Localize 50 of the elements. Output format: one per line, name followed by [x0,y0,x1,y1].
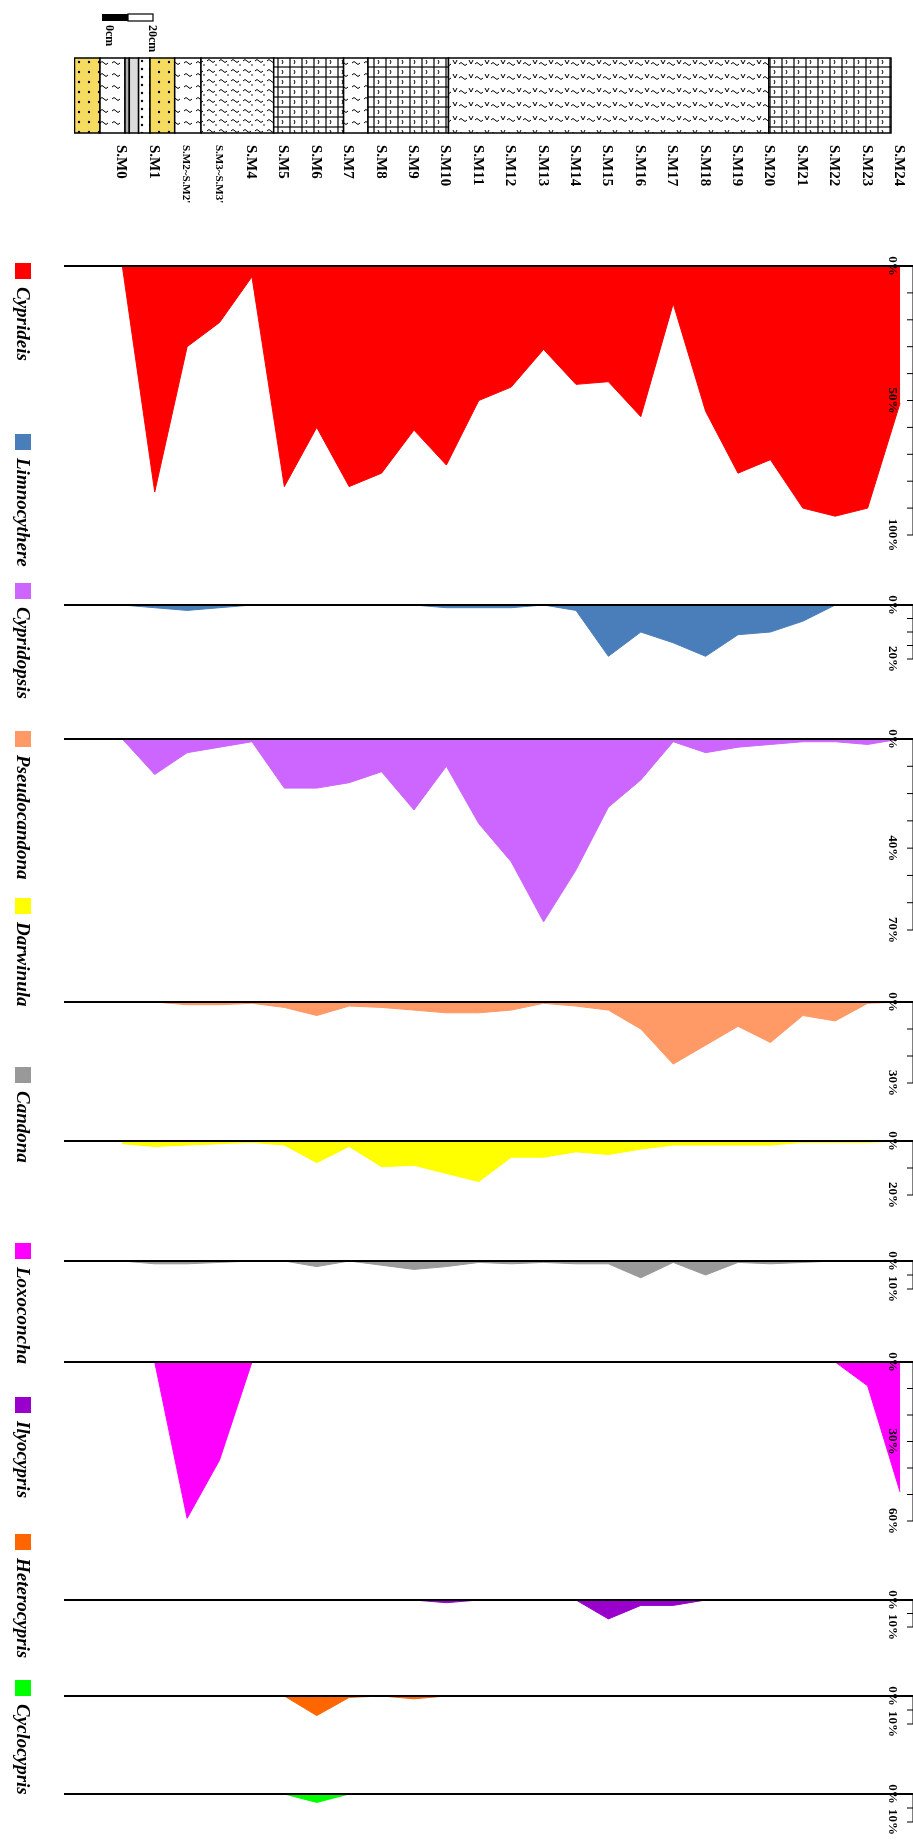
y-tick-label: 60% [885,1508,901,1534]
legend-label: Darwinula [12,922,34,1007]
legend-label: Loxoconcha [12,1267,34,1365]
x-tick-label: S.M16 [632,145,649,187]
x-tick-label: S.M7 [341,145,358,180]
text: 0cm [102,25,117,47]
x-tick-label: S.M8 [373,145,390,179]
y-tick-label: 10% [885,1809,901,1835]
y-tick-label: 10% [885,1614,901,1640]
x-tick-label: S.M20 [762,145,779,187]
x-tick-label: S.M6 [308,145,325,180]
x-tick-label: S.M4 [243,145,260,180]
y-tick-label: 10% [885,1711,901,1737]
x-tick-label: S.M23 [859,145,876,187]
x-tick-label: S.M19 [730,145,747,187]
y-tick-label: 70% [885,917,901,943]
legend-label: Cypridopsis [12,607,34,699]
x-tick-label: S.M13 [535,145,552,187]
x-tick-label: S.M12 [503,145,520,187]
y-tick-label: 30% [885,1070,901,1096]
y-tick-label: 20% [885,646,901,672]
y-tick-label: 30% [885,1428,901,1455]
x-tick-label: S.M9 [405,145,422,179]
x-tick-label: S.M3~S.M3' [213,145,226,204]
x-tick-label: S.M21 [794,145,811,187]
x-tick-label: S.M10 [438,145,455,187]
y-tick-label: 40% [885,835,901,862]
x-tick-label: S.M1 [146,145,163,179]
x-tick-label: S.M14 [567,145,584,187]
legend-label: Heterocypris [12,1558,34,1659]
x-tick-label: S.M17 [665,145,682,187]
x-tick-label: S.M15 [600,145,617,187]
y-tick-label: 10% [885,1276,901,1302]
y-tick-label: 50% [885,387,901,414]
x-tick-label: S.M2~S.M2' [181,145,194,204]
y-tick-label: 100% [885,518,901,552]
x-tick-label: S.M18 [697,145,714,187]
y-tick-label: 20% [885,1182,901,1208]
x-tick-label: S.M0 [114,145,131,179]
legend-label: Cyprideis [12,287,34,361]
text: 20cm [145,25,160,53]
legend-label: Limnocythere [12,458,34,567]
legend-label: Pseudocandona [12,755,34,880]
legend-label: Cyclocypris [12,1704,34,1795]
x-tick-label: S.M24 [892,145,909,187]
x-tick-label: S.M11 [470,145,487,186]
x-tick-label: S.M5 [276,145,293,179]
legend-label: Ilyocypris [12,1421,34,1499]
x-tick-label: S.M22 [827,145,844,187]
legend-label: Candona [12,1091,34,1163]
